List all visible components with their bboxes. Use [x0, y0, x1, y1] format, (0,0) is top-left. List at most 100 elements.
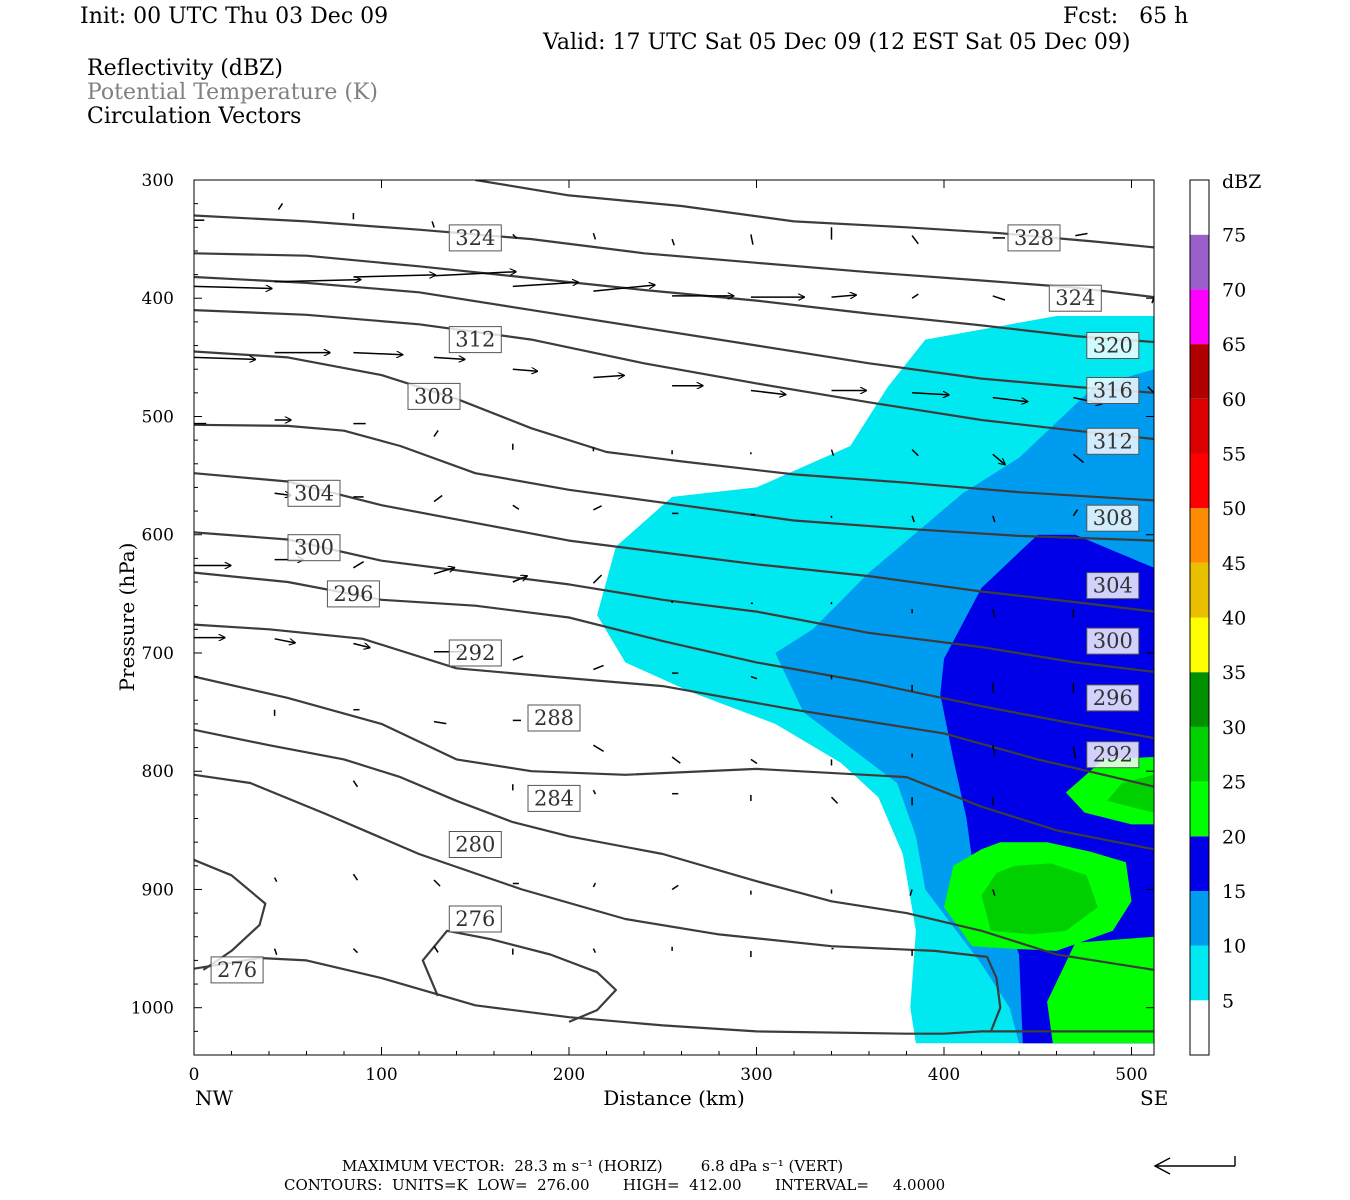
theta-contour-label-304: 304	[287, 479, 341, 507]
svg-text:300: 300	[1093, 629, 1133, 653]
circulation-vector	[433, 429, 439, 438]
theta-contour-304K	[194, 423, 1154, 542]
circulation-vector	[750, 675, 758, 680]
colorbar-swatch	[1190, 398, 1209, 454]
theta-contour-label-328: 328	[1007, 224, 1061, 252]
circulation-vector	[352, 948, 359, 954]
circulation-vector	[194, 286, 272, 288]
circulation-vector	[433, 272, 516, 277]
reflectivity-region-20-dbz	[1065, 757, 1154, 825]
colorbar-swatch	[1190, 180, 1209, 235]
colorbar-level-label: 15	[1222, 881, 1246, 903]
colorbar-swatch	[1190, 836, 1209, 891]
init-time: Init: 00 UTC Thu 03 Dec 09	[80, 4, 389, 29]
colorbar-swatch	[1190, 890, 1209, 946]
svg-text:308: 308	[1093, 506, 1133, 530]
circulation-vector	[433, 879, 441, 887]
svg-text:324: 324	[455, 226, 495, 250]
theta-contour-316K	[194, 275, 1154, 394]
colorbar-swatch	[1190, 453, 1209, 509]
circulation-vector	[992, 515, 996, 523]
theta-contour-label-288: 288	[527, 704, 581, 732]
circulation-vector	[352, 780, 359, 788]
x-tick-label: 200	[553, 1065, 585, 1085]
svg-text:312: 312	[455, 328, 495, 352]
theta-contour-label-304: 304	[1086, 572, 1140, 600]
svg-text:280: 280	[455, 833, 495, 857]
theta-contour-276K	[194, 773, 1002, 1032]
colorbar-level-label: 35	[1222, 662, 1246, 684]
theta-contour-label-320: 320	[1086, 332, 1140, 359]
svg-text:324: 324	[1055, 286, 1095, 310]
theta-contour-300K	[194, 472, 1154, 613]
circulation-vector	[1075, 232, 1088, 237]
circulation-vector	[1072, 453, 1085, 464]
y-tick-label: 800	[142, 762, 174, 782]
circulation-vector	[831, 295, 857, 297]
x-tick-label: 100	[365, 1065, 397, 1085]
y-tick-label: 300	[142, 171, 174, 191]
y-axis-label: Pressure (hPa)	[115, 543, 139, 692]
colorbar-swatch	[1190, 672, 1209, 727]
colorbar-level-label: 50	[1222, 498, 1246, 520]
circulation-vector	[274, 638, 296, 643]
circulation-vector	[277, 202, 284, 211]
circulation-vector	[911, 515, 915, 523]
theta-contour-284K	[194, 675, 1154, 851]
circulation-vector	[592, 574, 603, 584]
circulation-vector	[592, 882, 597, 888]
theta-contour-label-312: 312	[448, 326, 502, 354]
circulation-vector	[911, 293, 919, 299]
theta-contour-label-276: 276	[210, 956, 264, 984]
colorbar-level-label: 40	[1222, 608, 1246, 630]
svg-text:296: 296	[333, 582, 373, 606]
svg-text:276: 276	[217, 958, 257, 982]
colorbar-level-label: 10	[1222, 936, 1246, 958]
colorbar-swatch	[1190, 344, 1209, 399]
theta-contour-324K	[194, 214, 1154, 299]
theta-contour-label-296: 296	[1086, 684, 1140, 712]
theta-contour-312K	[194, 309, 1154, 441]
circulation-vector	[593, 664, 604, 671]
colorbar-swatch	[1190, 617, 1209, 673]
colorbar-level-label: 75	[1222, 225, 1246, 247]
colorbar-level-label: 45	[1222, 553, 1246, 575]
circulation-vector	[512, 369, 538, 371]
circulation-vector	[512, 233, 518, 240]
circulation-vector	[273, 948, 278, 955]
theta-contour-328K	[475, 180, 1154, 249]
field-reflectivity: Reflectivity (dBZ)	[87, 56, 283, 81]
circulation-vector	[353, 561, 364, 569]
colorbar-level-label: 25	[1222, 772, 1246, 794]
x-axis-label: Distance (km)	[603, 1086, 745, 1110]
circulation-vector	[909, 889, 913, 896]
svg-text:292: 292	[1093, 743, 1133, 767]
circulation-vector	[433, 494, 443, 503]
circulation-vector	[992, 609, 996, 618]
svg-text:284: 284	[534, 786, 574, 810]
colorbar-level-label: 5	[1222, 990, 1234, 1012]
circulation-vector	[1147, 386, 1154, 394]
theta-contour-280K	[194, 728, 1154, 971]
theta-contour-label-308: 308	[1086, 504, 1140, 532]
circulation-vector	[433, 945, 439, 953]
max-vector-note: MAXIMUM VECTOR: 28.3 m s⁻¹ (HORIZ) 6.8 d…	[342, 1157, 844, 1175]
theta-contour-label-300: 300	[1086, 627, 1140, 655]
circulation-vector	[353, 353, 402, 355]
circulation-vector	[911, 235, 919, 245]
circulation-vector	[593, 744, 604, 753]
reference-vector-arrow	[1153, 1156, 1236, 1175]
reflectivity-region-25-dbz	[981, 863, 1098, 935]
circulation-vector	[1072, 746, 1077, 759]
circulation-vector	[671, 238, 675, 246]
circulation-vector	[592, 789, 597, 795]
circulation-vector	[592, 232, 597, 240]
svg-text:288: 288	[534, 706, 574, 730]
svg-text:276: 276	[455, 907, 495, 931]
circulation-vector	[992, 295, 1006, 301]
colorbar-level-label: 60	[1222, 389, 1246, 411]
colorbar-frame	[1189, 179, 1210, 1056]
svg-text:312: 312	[1093, 429, 1133, 453]
circulation-vector	[750, 234, 754, 245]
colorbar-swatch	[1190, 234, 1209, 290]
